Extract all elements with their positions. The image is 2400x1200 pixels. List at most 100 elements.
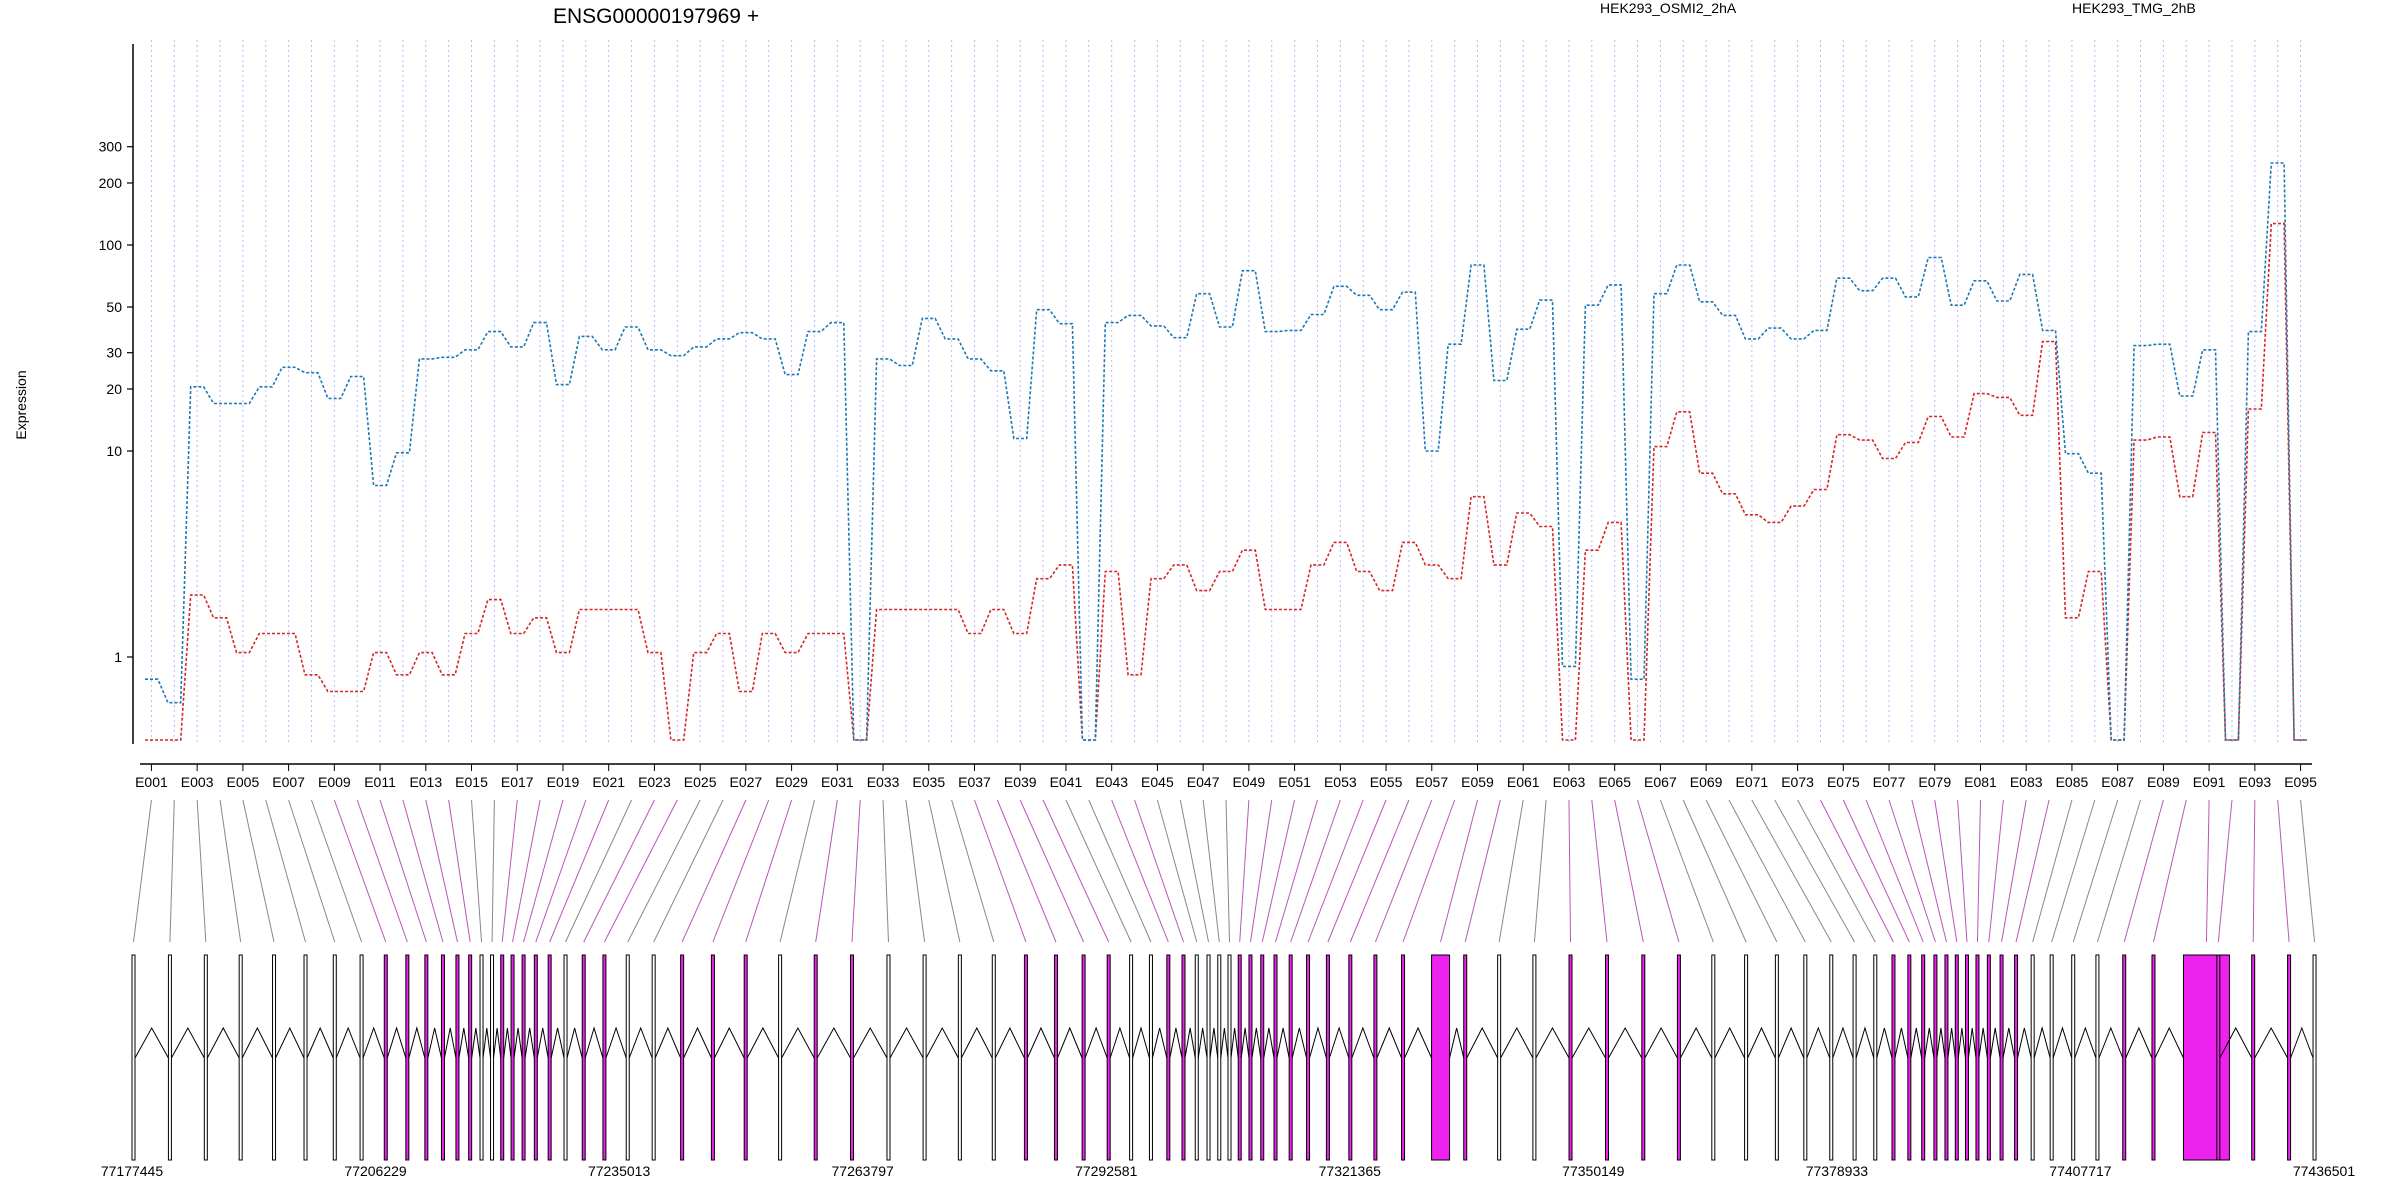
intron-E093 — [2219, 1026, 2253, 1059]
connector-E084 — [2015, 799, 2050, 943]
x-tick-label-E023: E023 — [638, 774, 671, 790]
intron-E083 — [1989, 1027, 2001, 1059]
connector-E023 — [583, 799, 655, 943]
exon-bar-E023 — [581, 954, 586, 1161]
connector-E019 — [523, 799, 564, 943]
connector-E065 — [1614, 799, 1644, 943]
intron-E084 — [2002, 1027, 2016, 1059]
exon-bar-E042 — [1148, 954, 1153, 1161]
series-lines — [145, 162, 2307, 741]
intron-E038 — [1026, 1026, 1055, 1059]
connector-E036 — [951, 799, 995, 943]
connector-E053 — [1290, 799, 1341, 943]
exon-bar-E012 — [440, 954, 445, 1161]
exon-bar-E014 — [468, 954, 473, 1161]
intron-E062 — [1500, 1026, 1534, 1059]
exon-bar-E020 — [533, 954, 538, 1161]
intron-E056 — [1328, 1026, 1350, 1059]
intron-E049 — [1230, 1027, 1239, 1059]
intron-E063 — [1535, 1026, 1570, 1059]
connector-E068 — [1682, 799, 1747, 943]
genomic-tick-label-2: 77235013 — [588, 1163, 651, 1179]
intron-E035 — [925, 1026, 959, 1059]
connector-E072 — [1774, 799, 1856, 943]
intron-E067 — [1679, 1026, 1713, 1059]
intron-E029 — [713, 1026, 745, 1059]
x-tick-label-E013: E013 — [409, 774, 442, 790]
exon-bar-E021 — [547, 954, 552, 1161]
x-tick-label-E041: E041 — [1050, 774, 1083, 790]
connector-E060 — [1464, 799, 1501, 943]
x-tick-label-E065: E065 — [1598, 774, 1631, 790]
connector-E035 — [928, 799, 961, 943]
connector-E079 — [1934, 799, 1958, 943]
connector-E015 — [471, 799, 483, 943]
x-tick-label-E079: E079 — [1918, 774, 1951, 790]
connector-E046 — [1179, 799, 1210, 943]
intron-E087 — [2052, 1026, 2073, 1059]
intron-E072 — [1832, 1026, 1854, 1059]
x-tick-label-E027: E027 — [730, 774, 763, 790]
genomic-tick-label-5: 77321365 — [1319, 1163, 1382, 1179]
connector-E073 — [1797, 799, 1876, 943]
x-tick-label-E061: E061 — [1507, 774, 1540, 790]
exon-bar-E062 — [1532, 954, 1537, 1161]
genomic-axis: 77177445 77206229 77235013 77263797 77292581… — [101, 1163, 2356, 1179]
exon-bar-E087 — [2071, 954, 2076, 1161]
x-tick-label-E005: E005 — [227, 774, 260, 790]
connector-E054 — [1307, 799, 1364, 943]
intron-E059 — [1404, 1026, 1433, 1059]
connector-E052 — [1275, 799, 1318, 943]
x-tick-label-E075: E075 — [1827, 774, 1860, 790]
intron-E085 — [2017, 1027, 2032, 1059]
intron-E011 — [408, 1026, 426, 1059]
connector-E083 — [2001, 799, 2027, 943]
connector-E025 — [627, 799, 701, 943]
exon-bar-E049 — [1237, 954, 1242, 1161]
exon-bar-E090 — [2151, 954, 2156, 1161]
exon-bar-E084 — [2014, 954, 2019, 1161]
intron-E086 — [2033, 1026, 2051, 1059]
connector-E013 — [425, 799, 458, 943]
connector-E029 — [745, 799, 793, 943]
connector-E010 — [356, 799, 408, 943]
exon-bar-E058 — [1401, 954, 1406, 1161]
y-tick-label-10: 10 — [106, 443, 122, 459]
x-tick-label-E067: E067 — [1644, 774, 1677, 790]
connector-E031 — [815, 799, 838, 943]
intron-E008 — [335, 1026, 361, 1059]
exon-bar-E001 — [131, 954, 136, 1161]
exon-bar-E051 — [1260, 954, 1265, 1161]
connector-E042 — [1088, 799, 1152, 943]
gene-model — [131, 954, 2317, 1161]
connector-E038 — [996, 799, 1057, 943]
y-tick-label-200: 200 — [99, 175, 123, 191]
intron-E007 — [306, 1026, 334, 1059]
y-tick-label-1: 1 — [114, 649, 122, 665]
exon-bar-E018 — [510, 954, 515, 1161]
exon-bar-E015 — [479, 954, 484, 1161]
exon-bar-E075 — [1907, 954, 1912, 1161]
exon-bar-E081 — [1975, 954, 1980, 1161]
x-tick-label-E015: E015 — [455, 774, 488, 790]
exon-bar-E064 — [1604, 954, 1609, 1161]
connector-E016 — [491, 799, 495, 943]
connector-E004 — [219, 799, 242, 943]
connector-E008 — [311, 799, 363, 943]
connector-E062 — [1533, 799, 1547, 943]
x-tick-label-E017: E017 — [501, 774, 534, 790]
intron-E082 — [1978, 1027, 1988, 1059]
x-tick-label-E037: E037 — [958, 774, 991, 790]
exon-bar-E024 — [602, 954, 607, 1161]
intron-E070 — [1777, 1026, 1805, 1059]
connector-E076 — [1865, 799, 1924, 943]
intron-E022 — [550, 1027, 565, 1059]
intron-E034 — [889, 1026, 924, 1059]
y-tick-label-300: 300 — [99, 139, 123, 155]
x-tick-label-E089: E089 — [2147, 774, 2180, 790]
connector-E061 — [1498, 799, 1524, 943]
connector-E024 — [603, 799, 678, 943]
exon-bar-E030 — [778, 954, 783, 1161]
intron-E040 — [1084, 1026, 1108, 1059]
connector-E018 — [512, 799, 541, 943]
